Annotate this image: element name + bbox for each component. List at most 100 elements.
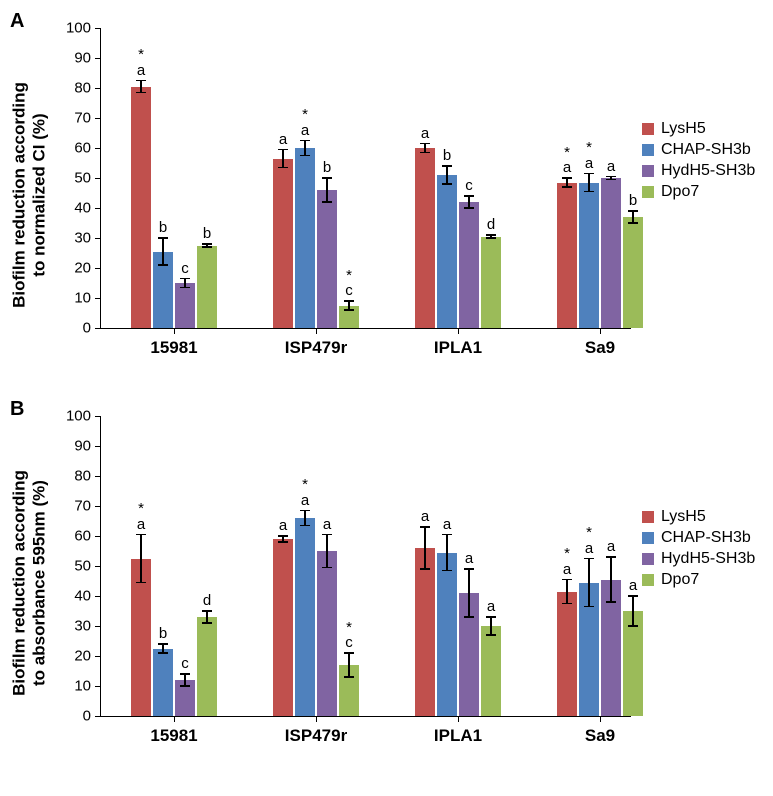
y-tick	[95, 328, 101, 329]
bar-annotation: * a	[137, 501, 145, 533]
error-cap	[158, 643, 168, 645]
x-tick	[174, 328, 175, 334]
error-cap	[442, 570, 452, 572]
error-bar	[140, 81, 142, 93]
x-tick	[316, 328, 317, 334]
error-cap	[300, 510, 310, 512]
error-bar	[468, 196, 470, 208]
error-cap	[136, 80, 146, 82]
y-tick-label: 70	[74, 110, 91, 127]
error-cap	[442, 165, 452, 167]
error-cap	[464, 207, 474, 209]
legend-swatch	[642, 186, 654, 198]
x-tick	[174, 716, 175, 722]
y-tick	[95, 536, 101, 537]
legend-swatch	[642, 144, 654, 156]
bar	[131, 87, 151, 329]
error-cap	[322, 177, 332, 179]
bar-annotation: c	[181, 656, 189, 672]
bar	[273, 539, 293, 716]
y-tick-label: 40	[74, 200, 91, 217]
bar-annotation: b	[443, 148, 451, 164]
bar-annotation: a	[279, 518, 287, 534]
y-tick-label: 50	[74, 558, 91, 575]
bar	[317, 190, 337, 328]
error-cap	[606, 601, 616, 603]
y-tick	[95, 298, 101, 299]
error-cap	[180, 278, 190, 280]
bar	[415, 548, 435, 716]
error-cap	[344, 300, 354, 302]
x-tick	[458, 328, 459, 334]
bar	[623, 611, 643, 716]
legend-b: LysH5CHAP-SH3bHydH5-SH3bDpo7	[642, 508, 755, 592]
y-tick	[95, 476, 101, 477]
bar	[175, 283, 195, 328]
y-tick	[95, 686, 101, 687]
y-tick-label: 20	[74, 260, 91, 277]
bar-annotation: a	[443, 517, 451, 533]
bar-annotation: * a	[563, 145, 571, 177]
y-tick	[95, 28, 101, 29]
error-cap	[344, 309, 354, 311]
legend-swatch	[642, 511, 654, 523]
error-bar	[326, 178, 328, 202]
x-tick-label: ISP479r	[285, 726, 347, 746]
y-tick-label: 30	[74, 230, 91, 247]
y-tick	[95, 596, 101, 597]
y-tick-label: 50	[74, 170, 91, 187]
bar-annotation: a	[421, 509, 429, 525]
y-tick	[95, 566, 101, 567]
bar-annotation: * c	[345, 268, 353, 300]
y-tick-label: 0	[83, 708, 91, 725]
y-tick	[95, 656, 101, 657]
y-tick-label: 40	[74, 588, 91, 605]
legend-a: LysH5CHAP-SH3bHydH5-SH3bDpo7	[642, 120, 755, 204]
legend-item: CHAP-SH3b	[642, 529, 755, 547]
bar-annotation: * c	[345, 620, 353, 652]
error-bar	[490, 617, 492, 635]
y-tick-label: 30	[74, 618, 91, 635]
bar-annotation: b	[159, 626, 167, 642]
error-cap	[606, 176, 616, 178]
error-cap	[606, 556, 616, 558]
error-cap	[180, 287, 190, 289]
y-tick-label: 90	[74, 50, 91, 67]
legend-item: LysH5	[642, 120, 755, 138]
error-cap	[278, 149, 288, 151]
bar-annotation: b	[159, 220, 167, 236]
error-bar	[632, 596, 634, 626]
error-cap	[628, 625, 638, 627]
panel-label-a: A	[10, 10, 24, 33]
error-cap	[584, 173, 594, 175]
bar-annotation: * a	[563, 546, 571, 578]
error-bar	[162, 238, 164, 265]
x-tick	[458, 716, 459, 722]
x-tick	[600, 716, 601, 722]
error-bar	[446, 535, 448, 571]
legend-swatch	[642, 553, 654, 565]
legend-item: Dpo7	[642, 571, 755, 589]
error-bar	[566, 580, 568, 604]
error-cap	[442, 183, 452, 185]
legend-swatch	[642, 532, 654, 544]
y-tick-label: 10	[74, 290, 91, 307]
error-cap	[486, 634, 496, 636]
y-tick	[95, 416, 101, 417]
error-cap	[180, 673, 190, 675]
error-cap	[464, 195, 474, 197]
error-cap	[464, 616, 474, 618]
error-cap	[202, 622, 212, 624]
bar-annotation: d	[487, 217, 495, 233]
error-bar	[424, 527, 426, 569]
legend-item: HydH5-SH3b	[642, 550, 755, 568]
bar-annotation: * a	[137, 47, 145, 79]
bar	[273, 159, 293, 329]
y-axis-label-b: Biofilm reduction accordingto absorbance…	[10, 443, 51, 723]
error-bar	[326, 535, 328, 568]
legend-swatch	[642, 123, 654, 135]
bar-annotation: * a	[301, 477, 309, 509]
bar	[623, 217, 643, 328]
error-cap	[584, 606, 594, 608]
x-tick-label: 15981	[150, 726, 197, 746]
